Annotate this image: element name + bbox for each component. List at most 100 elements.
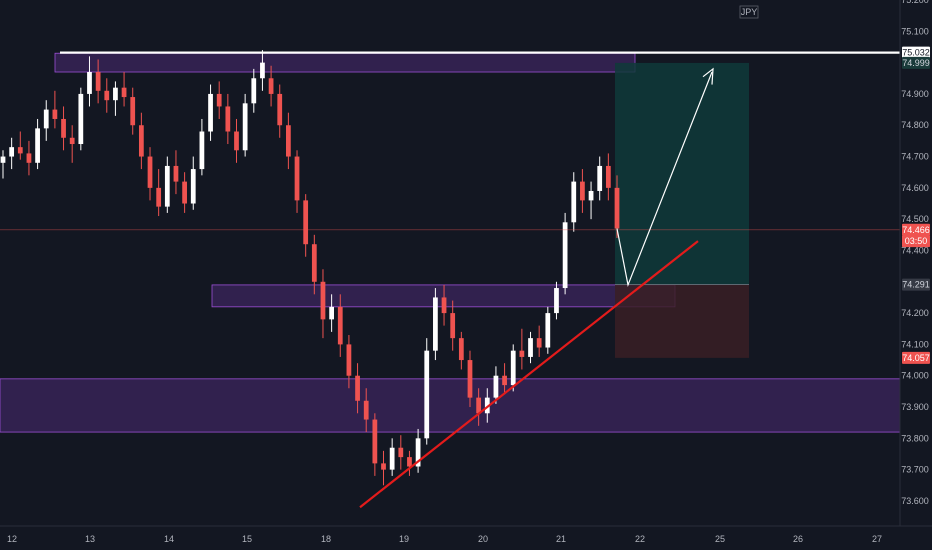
candle-body-26	[225, 106, 231, 132]
y-tick-label-10: 74.000	[901, 371, 929, 381]
y-tick-label-12: 73.800	[901, 433, 929, 443]
symbol-badge: JPY	[739, 5, 759, 19]
candle-body-65	[562, 222, 568, 289]
candle-body-32	[277, 93, 283, 126]
candle-body-14	[121, 87, 127, 98]
candle-body-31	[268, 78, 274, 94]
candle-body-49	[424, 350, 430, 439]
price-tag-3	[902, 235, 930, 248]
y-tick-label-9: 74.100	[901, 339, 929, 349]
candle-body-39	[337, 306, 343, 345]
x-tick-label-8: 22	[635, 534, 645, 544]
price-tag-label-1: 74.999	[902, 58, 930, 68]
zone-2	[0, 378, 901, 433]
zone-0	[54, 52, 636, 73]
arrow-head	[702, 67, 714, 85]
trade-box-layer	[615, 62, 749, 358]
candle-body-18	[156, 187, 162, 207]
projection-arrow	[616, 71, 713, 288]
price-tag-label-0: 75.032	[902, 48, 930, 58]
candle-body-34	[294, 156, 300, 201]
candle-body-3	[26, 153, 32, 163]
candle-body-54	[467, 360, 473, 398]
candle-body-15	[130, 97, 136, 126]
x-tick-label-4: 18	[321, 534, 331, 544]
candle-body-40	[346, 344, 352, 376]
candle-body-53	[458, 338, 464, 361]
candle-body-11	[95, 72, 101, 91]
candle-body-27	[234, 131, 239, 151]
candle-body-37	[320, 281, 326, 320]
candle-body-8	[69, 137, 75, 145]
price-tag-0	[902, 46, 930, 59]
candle-body-64	[554, 288, 559, 314]
price-tag-1	[902, 56, 930, 69]
candle-body-61	[528, 338, 533, 357]
candle-body-28	[242, 103, 248, 151]
candle-body-33	[286, 125, 291, 157]
profit-zone	[615, 62, 749, 285]
x-tick-label-0: 12	[7, 534, 17, 544]
candle-body-41	[355, 375, 360, 401]
price-tag-label-2: 74.466	[902, 225, 930, 235]
price-tag-label-3: 03:50	[905, 236, 928, 246]
candle-body-52	[450, 313, 456, 339]
x-tick-label-9: 25	[715, 534, 725, 544]
candle-body-63	[545, 313, 551, 348]
candle-body-47	[407, 457, 412, 467]
candle-body-29	[251, 78, 257, 104]
candle-body-7	[61, 118, 66, 138]
candle-body-44	[381, 463, 386, 470]
candle-body-45	[389, 447, 395, 470]
candle-body-48	[415, 438, 421, 467]
candle-body-55	[476, 397, 482, 414]
x-tick-label-2: 14	[164, 534, 174, 544]
price-tag-4	[902, 278, 930, 291]
candle-body-24	[208, 93, 213, 132]
loss-zone	[615, 284, 749, 358]
price-tag-label-5: 74.057	[902, 353, 930, 363]
price-tag-2	[902, 223, 930, 236]
y-tick-label-5: 74.600	[901, 183, 929, 193]
candle-body-42	[363, 400, 369, 420]
x-tick-label-6: 20	[478, 534, 488, 544]
candle-body-70	[605, 165, 611, 188]
y-tick-label-1: 75.100	[901, 26, 929, 36]
x-tick-label-10: 26	[793, 534, 803, 544]
candle-body-19	[164, 165, 170, 207]
candle-body-13	[113, 87, 118, 101]
candle-body-2	[17, 147, 23, 154]
candle-body-68	[588, 190, 594, 201]
x-tick-label-1: 13	[85, 534, 95, 544]
price-axis: 75.200 75.100 74.900 74.800 74.700 74.600 74.5…	[901, 0, 929, 506]
candle-body-9	[78, 93, 84, 145]
candle-body-12	[104, 90, 110, 101]
candle-body-43	[372, 419, 378, 464]
y-tick-label-14: 73.600	[901, 496, 929, 506]
y-tick-label-8: 74.200	[901, 308, 929, 318]
candle-body-50	[433, 297, 438, 351]
candle-body-17	[147, 156, 153, 188]
y-tick-label-6: 74.500	[901, 214, 929, 224]
time-axis: 12 13 14 15 18 19 20 21 22 25 26 27	[7, 534, 882, 544]
x-tick-label-11: 27	[872, 534, 882, 544]
candle-body-58	[502, 375, 507, 386]
candle-body-23	[199, 131, 205, 170]
candles-layer	[0, 50, 620, 486]
candle-body-4	[35, 128, 40, 163]
candle-body-51	[441, 297, 447, 314]
candle-body-20	[173, 165, 179, 182]
candle-body-10	[87, 72, 92, 94]
x-tick-label-7: 21	[556, 534, 566, 544]
x-tick-label-5: 19	[399, 534, 409, 544]
y-tick-label-0: 75.200	[901, 0, 929, 5]
candle-body-62	[536, 338, 542, 348]
candle-body-66	[571, 181, 577, 223]
candle-body-1	[9, 147, 15, 157]
candle-body-35	[303, 200, 309, 245]
y-tick-label-13: 73.700	[901, 465, 929, 475]
candle-body-25	[216, 93, 222, 107]
